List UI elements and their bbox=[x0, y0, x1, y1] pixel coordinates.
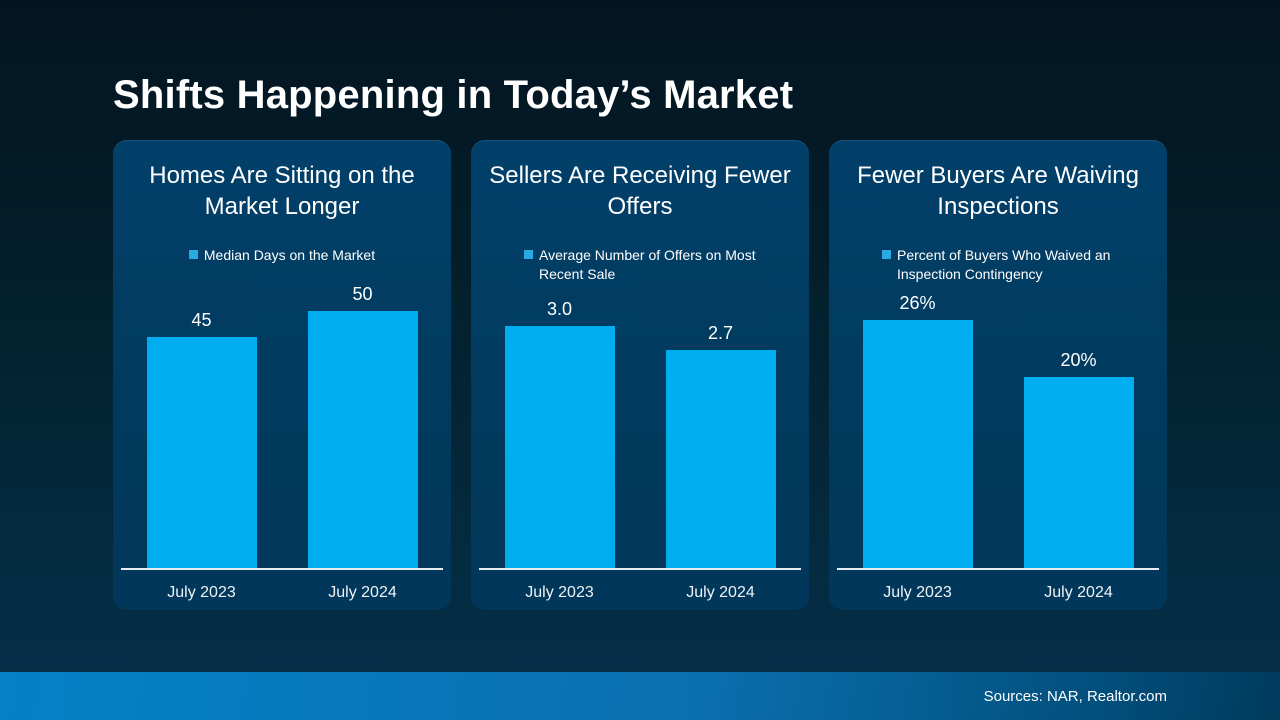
bar-july-2023 bbox=[504, 326, 615, 568]
category-axis: July 2023 July 2024 bbox=[479, 584, 801, 602]
bar-value-label: 20% bbox=[1060, 350, 1097, 370]
bar-july-2024 bbox=[665, 350, 776, 568]
bar-group: 50 bbox=[282, 276, 443, 568]
category-axis: July 2023 July 2024 bbox=[837, 584, 1159, 602]
category-label: July 2023 bbox=[883, 584, 952, 601]
bar-july-2023 bbox=[862, 320, 973, 568]
bar-chart: 3.0 2.7 bbox=[479, 276, 801, 570]
bar-chart: 26% 20% bbox=[837, 276, 1159, 570]
legend-label: Average Number of Offers on Most Recent … bbox=[539, 247, 756, 282]
bar-group: 45 bbox=[121, 276, 282, 568]
bar-group: 3.0 bbox=[479, 276, 640, 568]
card-title: Fewer Buyers Are Waiving Inspections bbox=[857, 162, 1139, 220]
legend-marker-icon bbox=[188, 250, 198, 259]
category-label: July 2023 bbox=[167, 584, 236, 601]
bar-group: 20% bbox=[998, 276, 1159, 568]
page-title: Shifts Happening in Today’s Market bbox=[113, 72, 794, 117]
footer-bar: Sources: NAR, Realtor.com bbox=[0, 672, 1280, 720]
sources-text: Sources: NAR, Realtor.com bbox=[983, 687, 1167, 705]
bar-value-label: 2.7 bbox=[707, 323, 734, 343]
category-axis: July 2023 July 2024 bbox=[121, 584, 443, 602]
bar-chart: 45 50 bbox=[121, 276, 443, 570]
chart-card-offers: Sellers Are Receiving Fewer Offers Avera… bbox=[471, 140, 809, 610]
legend-label: Percent of Buyers Who Waived an Inspecti… bbox=[897, 247, 1111, 282]
bar-group: 2.7 bbox=[640, 276, 801, 568]
bar-group: 26% bbox=[837, 276, 998, 568]
legend-label: Median Days on the Market bbox=[203, 247, 376, 263]
chart-legend: Average Number of Offers on Most Recent … bbox=[471, 246, 809, 284]
category-label: July 2024 bbox=[328, 584, 397, 601]
category-label: July 2024 bbox=[686, 584, 755, 601]
chart-card-inspections: Fewer Buyers Are Waiving Inspections Per… bbox=[829, 140, 1167, 610]
bar-july-2024 bbox=[307, 311, 418, 568]
chart-card-days-on-market: Homes Are Sitting on the Market Longer M… bbox=[113, 140, 451, 610]
bar-july-2023 bbox=[146, 337, 257, 568]
bar-value-label: 45 bbox=[191, 310, 212, 330]
category-label: July 2023 bbox=[525, 584, 594, 601]
chart-legend: Percent of Buyers Who Waived an Inspecti… bbox=[829, 246, 1167, 284]
bar-value-label: 26% bbox=[899, 293, 936, 313]
bar-july-2024 bbox=[1023, 377, 1134, 568]
category-label: July 2024 bbox=[1044, 584, 1113, 601]
bar-value-label: 3.0 bbox=[546, 299, 573, 319]
bar-value-label: 50 bbox=[352, 284, 373, 304]
legend-marker-icon bbox=[524, 250, 533, 259]
legend-marker-icon bbox=[882, 250, 891, 259]
chart-legend: Median Days on the Market bbox=[113, 246, 451, 265]
card-title: Sellers Are Receiving Fewer Offers bbox=[489, 162, 791, 220]
card-title: Homes Are Sitting on the Market Longer bbox=[149, 162, 415, 220]
